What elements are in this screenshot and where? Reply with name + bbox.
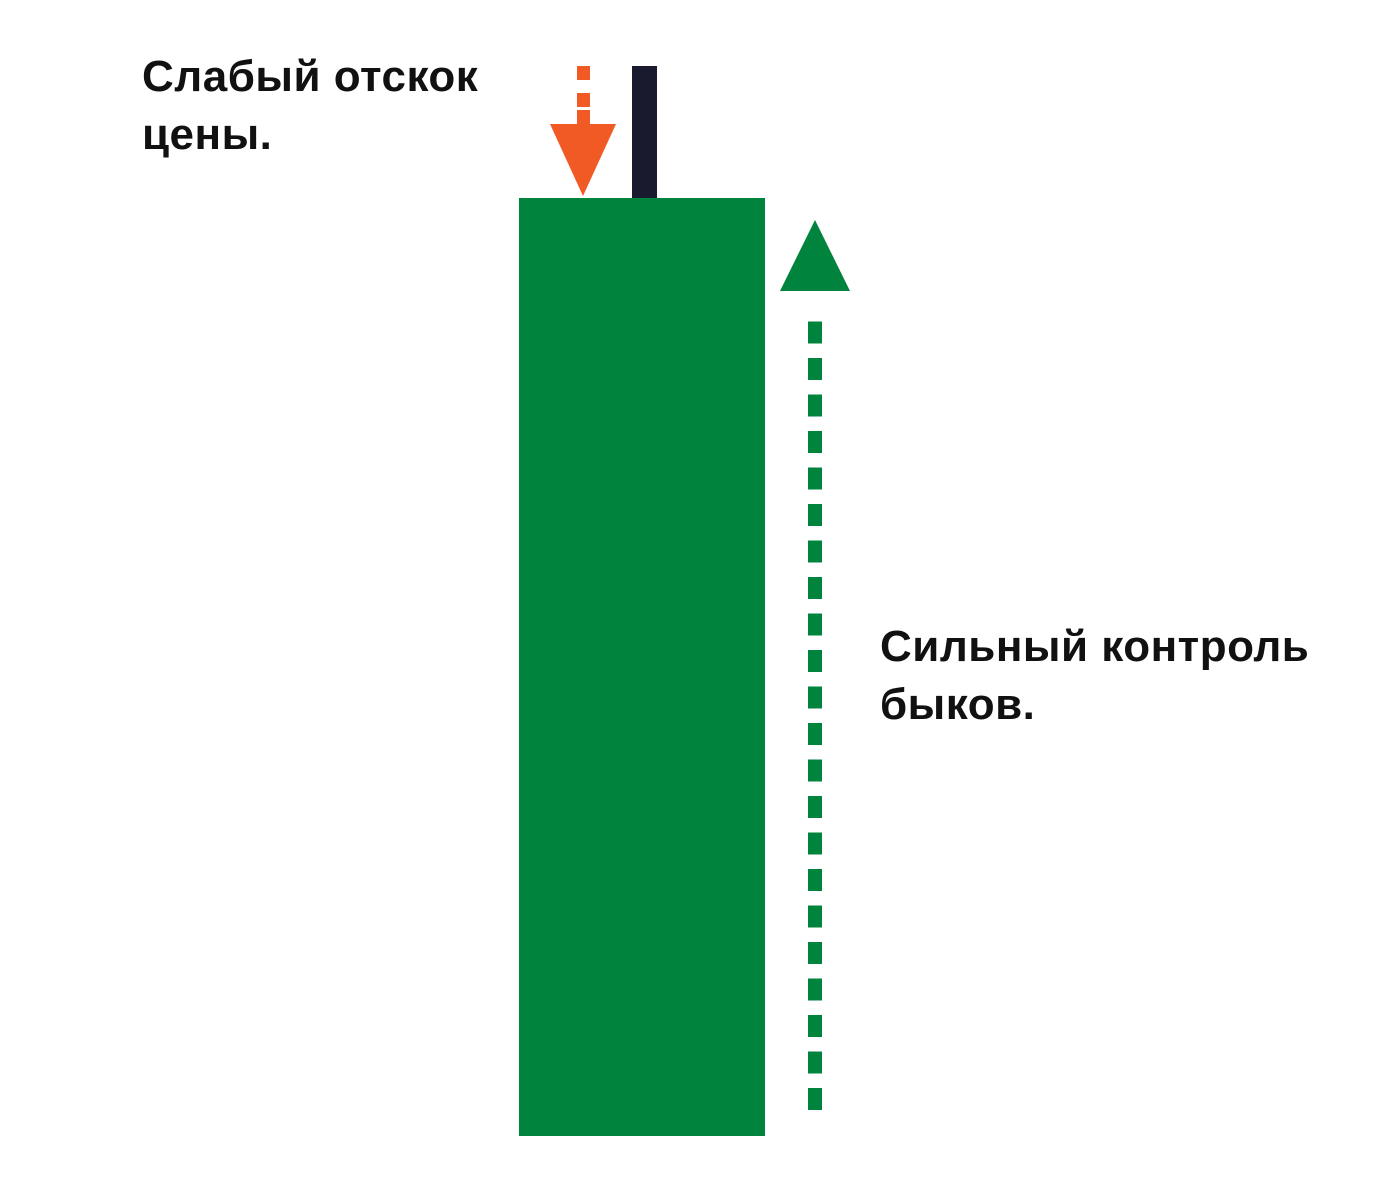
up-arrow-dash [808,869,822,891]
weak-bounce-caption: Слабый отскок цены. [142,48,478,164]
up-arrow-dash [808,1051,822,1074]
up-arrow-dash [808,467,822,490]
up-arrow-dash [808,796,822,818]
up-arrow-dash [808,431,822,453]
up-arrow-dash [808,759,822,782]
up-arrow-dash [808,394,822,417]
up-arrow-dash [808,504,822,526]
weak-bounce-caption-line1: Слабый отскок [142,52,479,101]
up-arrow-dash [808,577,822,599]
dashed-up-arrow-icon [780,220,850,1110]
strong-control-caption-line2: быков. [880,680,1036,729]
up-arrow-dash [808,1015,822,1037]
up-arrow-dash [808,905,822,928]
up-arrow-dash [808,832,822,855]
up-arrow-dash [808,540,822,563]
up-arrow-dash [808,686,822,709]
up-arrow-dash [808,321,822,344]
up-arrow-dash [808,358,822,380]
up-arrow-dash [808,613,822,636]
up-arrow-dash [808,723,822,745]
strong-control-caption-line1: Сильный контроль [880,622,1310,671]
up-arrow-dash [808,942,822,964]
up-arrow-dash [808,978,822,1001]
dashed-down-arrow-icon [550,66,616,196]
bullish-candle-body [519,198,765,1136]
weak-bounce-caption-line2: цены. [142,110,273,159]
candle-upper-wick [632,66,657,200]
up-arrow-dash [808,1088,822,1110]
up-arrow-dash [808,650,822,672]
strong-control-caption: Сильный контроль быков. [880,618,1309,734]
